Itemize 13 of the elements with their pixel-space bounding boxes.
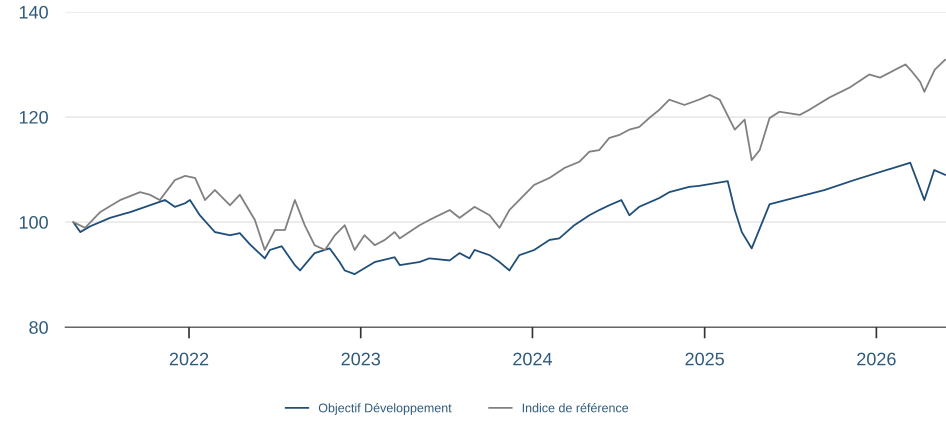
legend-label: Indice de référence [522,403,628,412]
line-series [72,162,946,276]
y-tick-label: 80 [29,321,48,334]
x-tick-label: 2022 [170,352,208,366]
x-tick-label: 2024 [513,352,552,366]
x-tick-label: 2023 [342,352,380,366]
y-tick-label: 140 [20,6,48,19]
line-series [72,58,946,251]
y-tick-label: 100 [20,216,48,229]
x-tick-label: 2025 [685,352,724,366]
legend-label: Objectif Développement [318,403,452,415]
y-tick-label: 120 [20,110,48,124]
x-tick-label: 2026 [857,352,896,366]
